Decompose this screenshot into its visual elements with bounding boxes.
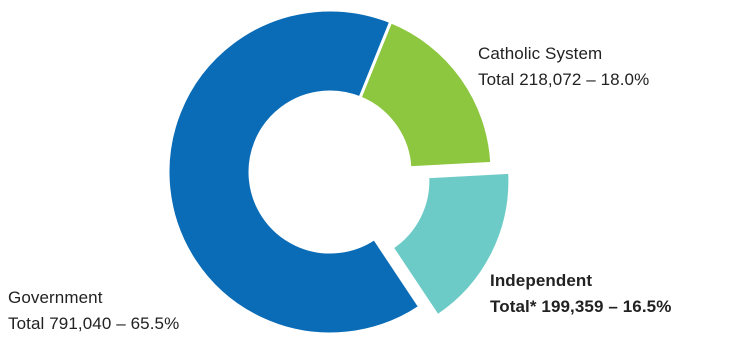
label-government-total: Total 791,040 – 65.5% [8,314,180,333]
label-independent: Independent Total* 199,359 – 16.5% [490,268,671,320]
label-independent-name: Independent [490,271,593,290]
label-catholic-system: Catholic System Total 218,072 – 18.0% [478,41,649,93]
label-catholic-system-total: Total 218,072 – 18.0% [478,70,650,89]
slice-catholic-system [358,20,494,170]
label-independent-total: Total* 199,359 – 16.5% [490,297,672,316]
label-government-name: Government [8,288,103,307]
label-government: Government Total 791,040 – 65.5% [8,285,179,337]
slice-government [166,8,422,336]
label-catholic-system-name: Catholic System [478,44,603,63]
slice-independent [390,170,512,318]
donut-slices [166,8,512,336]
